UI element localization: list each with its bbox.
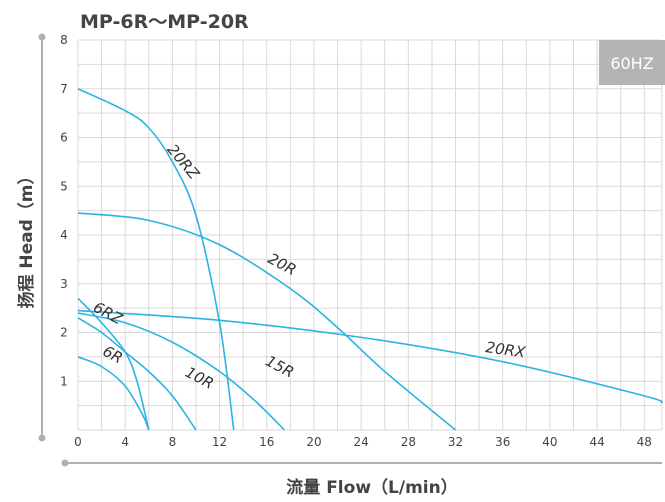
y-tick-label: 2 [60, 326, 68, 340]
grid [77, 39, 663, 431]
x-tick-label: 8 [169, 435, 177, 449]
frequency-badge [599, 40, 665, 85]
chart-title: MP-6R〜MP-20R [80, 11, 249, 33]
y-axis-bottom-marker [38, 434, 46, 442]
y-tick-label: 8 [60, 33, 68, 47]
y-tick-label: 5 [60, 179, 68, 193]
curve-15r [77, 312, 286, 431]
curve-20r [77, 212, 457, 431]
curve-label-15r: 15R [263, 352, 298, 382]
curve-10r [77, 317, 197, 431]
curve-20rx [77, 309, 663, 404]
curve-20rz [77, 88, 235, 431]
y-tick-label: 1 [60, 374, 68, 388]
y-axis-title: 扬程 Head（m） [16, 167, 37, 308]
curve-6rz [77, 297, 150, 431]
y-tick-label: 4 [60, 228, 68, 242]
x-tick-label: 44 [589, 435, 604, 449]
x-tick-label: 4 [121, 435, 129, 449]
x-tick-label: 48 [637, 435, 652, 449]
curve-6r [77, 356, 150, 431]
x-tick-label: 20 [306, 435, 321, 449]
x-tick-label: 40 [542, 435, 557, 449]
x-tick-label: 12 [212, 435, 227, 449]
x-tick-label: 24 [354, 435, 369, 449]
y-axis-top-marker [38, 33, 46, 41]
x-tick-label: 36 [495, 435, 510, 449]
x-axis-left-marker [61, 459, 69, 467]
x-tick-label: 0 [74, 435, 82, 449]
y-tick-label: 3 [60, 277, 68, 291]
y-tick-label: 7 [60, 82, 68, 96]
curve-label-6rz: 6RZ [90, 298, 126, 328]
x-axis-title: 流量 Flow（L/min） [286, 477, 457, 498]
y-tick-label: 6 [60, 131, 68, 145]
x-tick-label: 28 [401, 435, 416, 449]
x-tick-label: 16 [259, 435, 274, 449]
frequency-badge-text: 60HZ [610, 54, 653, 73]
curve-label-20rx: 20RX [484, 338, 527, 361]
curves [77, 88, 663, 431]
x-tick-label: 32 [448, 435, 463, 449]
curve-label-10r: 10R [182, 363, 217, 393]
